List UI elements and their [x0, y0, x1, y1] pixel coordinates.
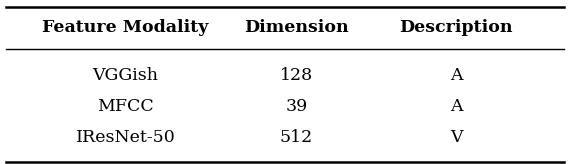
Text: Description: Description	[399, 19, 513, 36]
Text: IResNet-50: IResNet-50	[75, 129, 176, 146]
Text: VGGish: VGGish	[92, 67, 158, 84]
Text: 512: 512	[280, 129, 313, 146]
Text: Dimension: Dimension	[244, 19, 349, 36]
Text: A: A	[450, 67, 462, 84]
Text: MFCC: MFCC	[97, 98, 154, 115]
Text: 39: 39	[285, 98, 308, 115]
Text: Feature Modality: Feature Modality	[42, 19, 209, 36]
Text: V: V	[450, 129, 462, 146]
Text: 128: 128	[280, 67, 313, 84]
Text: A: A	[450, 98, 462, 115]
